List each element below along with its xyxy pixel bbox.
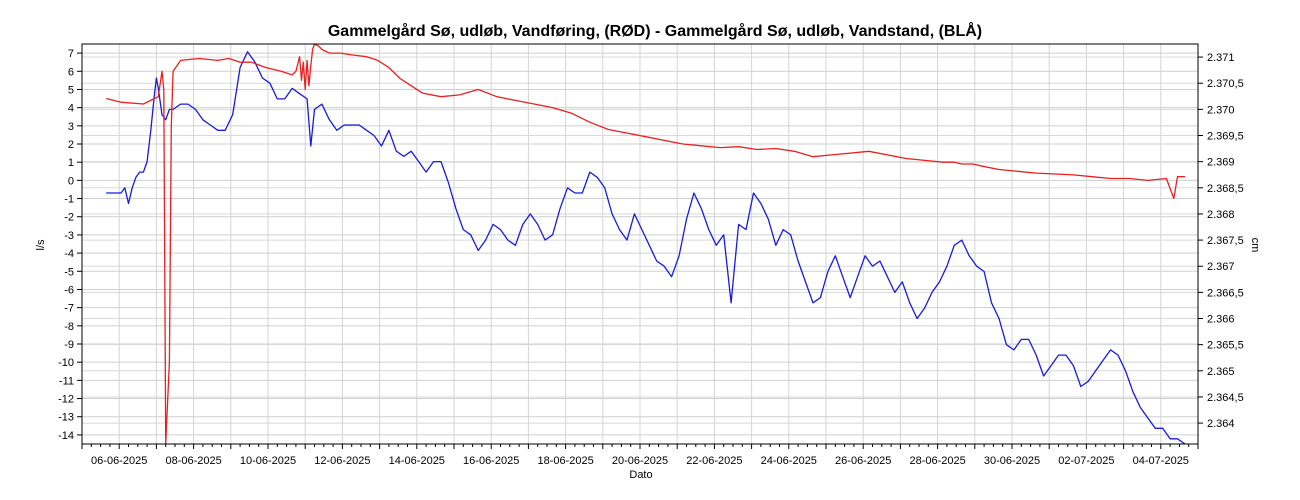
x-tick-label: 04-07-2025 <box>1133 455 1189 467</box>
left-tick-label: -10 <box>58 357 74 369</box>
left-tick-label: 2 <box>68 139 74 151</box>
right-axis: 2.371 2.370,5 2.370 2.369,5 2.369 2.368,5 2.36… <box>1198 52 1244 430</box>
x-axis: 06-06-2025 08-06-2025 10-06-2025 12-06-2025… <box>81 444 1199 467</box>
x-tick-label: 30-06-2025 <box>984 455 1040 467</box>
x-tick-label: 26-06-2025 <box>835 455 891 467</box>
left-tick-label: -4 <box>64 248 74 260</box>
left-tick-label: -6 <box>64 284 74 296</box>
left-tick-label: -11 <box>59 375 74 387</box>
x-tick-label: 20-06-2025 <box>612 455 668 467</box>
left-tick-label: -12 <box>58 394 74 406</box>
right-tick-label: 2.370 <box>1207 104 1235 116</box>
series-vandfoering-line <box>106 43 1185 445</box>
left-tick-label: 5 <box>68 84 74 96</box>
x-tick-label: 18-06-2025 <box>537 455 593 467</box>
left-axis: 7 6 5 4 3 2 1 0 -1 -2 -3 -4 -5 -6 -7 -8 -9 -10 -11 -12 -13 -1… <box>58 48 82 442</box>
x-tick-label: 02-07-2025 <box>1058 455 1114 467</box>
left-tick-label: -5 <box>64 266 74 278</box>
right-tick-label: 2.365,5 <box>1207 340 1244 352</box>
x-tick-label: 10-06-2025 <box>240 455 296 467</box>
right-axis-title: cm <box>1249 238 1261 253</box>
series-layer <box>106 43 1186 445</box>
x-tick-label: 08-06-2025 <box>165 455 221 467</box>
left-tick-label: 1 <box>68 157 74 169</box>
left-axis-title: l/s <box>35 239 47 251</box>
chart-title: Gammelgård Sø, udløb, Vandføring, (RØD) … <box>328 21 982 40</box>
right-tick-label: 2.364,5 <box>1207 392 1244 404</box>
x-tick-label: 06-06-2025 <box>91 455 147 467</box>
right-tick-label: 2.368 <box>1207 209 1235 221</box>
series-vandstand-line <box>106 51 1186 445</box>
right-tick-label: 2.365 <box>1207 366 1235 378</box>
left-tick-label: 6 <box>68 66 74 78</box>
left-tick-label: -2 <box>64 212 74 224</box>
right-tick-label: 2.367 <box>1207 261 1235 273</box>
x-axis-title: Dato <box>629 469 652 481</box>
right-tick-label: 2.371 <box>1207 52 1235 64</box>
left-tick-label: -8 <box>64 321 74 333</box>
right-tick-label: 2.364 <box>1207 418 1235 430</box>
right-tick-label: 2.370,5 <box>1207 78 1244 90</box>
x-tick-label: 12-06-2025 <box>314 455 370 467</box>
left-tick-label: 4 <box>68 103 74 115</box>
right-tick-label: 2.366,5 <box>1207 287 1244 299</box>
left-tick-label: -7 <box>64 303 74 315</box>
left-tick-label: -13 <box>58 412 74 424</box>
right-tick-label: 2.368,5 <box>1207 183 1244 195</box>
left-tick-label: -1 <box>64 194 74 206</box>
left-tick-label: -14 <box>58 430 74 442</box>
x-tick-label: 28-06-2025 <box>909 455 965 467</box>
left-tick-label: -9 <box>64 339 74 351</box>
left-tick-label: 3 <box>68 121 74 133</box>
x-tick-label: 22-06-2025 <box>686 455 742 467</box>
right-tick-label: 2.369,5 <box>1207 131 1244 143</box>
right-tick-label: 2.366 <box>1207 314 1235 326</box>
right-tick-label: 2.369 <box>1207 157 1235 169</box>
right-tick-label: 2.367,5 <box>1207 235 1244 247</box>
x-tick-label: 16-06-2025 <box>463 455 519 467</box>
grid <box>81 44 1199 444</box>
x-tick-label: 24-06-2025 <box>761 455 817 467</box>
left-tick-label: -3 <box>64 230 74 242</box>
left-tick-label: 0 <box>68 175 74 187</box>
x-tick-label: 14-06-2025 <box>389 455 445 467</box>
left-tick-label: 7 <box>68 48 74 60</box>
